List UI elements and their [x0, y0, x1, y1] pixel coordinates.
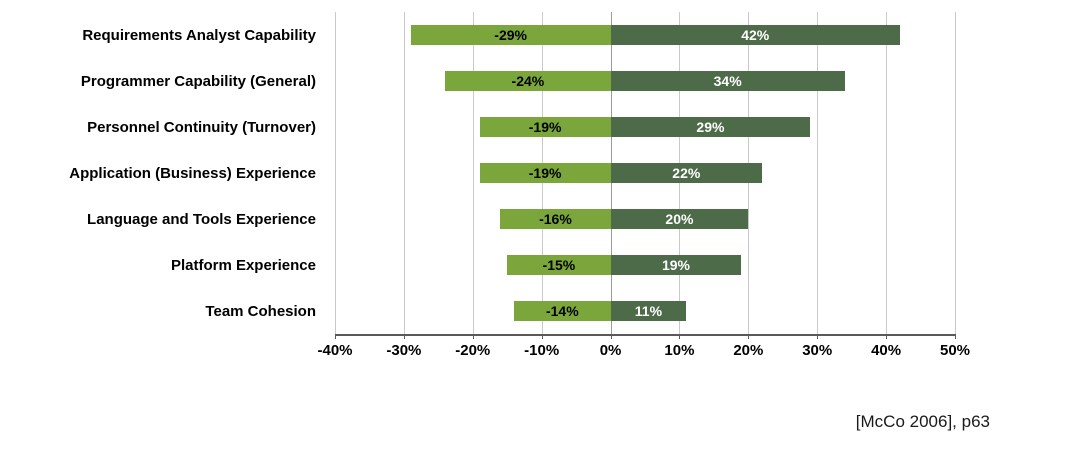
- x-axis-tick-label: 10%: [664, 342, 695, 359]
- chart-row: -24% 34%: [335, 58, 955, 104]
- bar-value-label: -29%: [494, 27, 527, 43]
- axis-tick-mark: [403, 334, 405, 339]
- category-labels: Requirements Analyst Capability Programme…: [0, 12, 324, 334]
- axis-tick-mark: [955, 334, 956, 339]
- bar-negative: -14%: [514, 301, 611, 321]
- chart-rows: -29% 42% -24% 34% -19% 29% -19% 22% -16% 20% -15% 1…: [335, 12, 955, 334]
- gridline: [335, 12, 336, 334]
- axis-tick-mark: [335, 334, 336, 339]
- category-label: Programmer Capability (General): [80, 72, 316, 90]
- bar-value-label: 20%: [665, 211, 694, 227]
- bar-value-label: -15%: [542, 257, 576, 273]
- x-axis-tick-label: 50%: [939, 342, 971, 359]
- axis-tick-mark: [610, 334, 612, 339]
- bar-positive: 20%: [610, 209, 749, 229]
- axis-tick-mark: [679, 334, 681, 339]
- bar-negative: -15%: [507, 255, 611, 275]
- bar-negative: -16%: [500, 209, 611, 229]
- bar-value-label: -24%: [511, 73, 545, 89]
- bar-positive: 42%: [610, 25, 900, 45]
- axis-tick-mark: [748, 334, 750, 339]
- category-label: Application (Business) Experience: [69, 164, 316, 182]
- bar-chart: Requirements Analyst Capability Programme…: [0, 12, 1000, 392]
- chart-row: -16% 20%: [335, 196, 955, 242]
- axis-tick-mark: [817, 334, 819, 339]
- bar-negative: -29%: [410, 25, 611, 45]
- x-axis-tick-label: 0%: [599, 342, 622, 359]
- chart-row: -14% 11%: [335, 288, 955, 334]
- bar-positive: 34%: [610, 71, 845, 91]
- bar-value-label: -16%: [539, 211, 572, 227]
- axis-tick-mark: [886, 334, 888, 339]
- x-axis-tick-label: -40%: [317, 342, 353, 359]
- x-axis-tick-label: 20%: [733, 342, 764, 359]
- bar-value-label: 11%: [634, 303, 663, 319]
- x-axis-tick-label: 40%: [871, 342, 902, 359]
- axis-tick-mark: [541, 334, 543, 339]
- chart-row: -19% 29%: [335, 104, 955, 150]
- x-axis-tick-label: -10%: [524, 342, 560, 359]
- bar-negative: -24%: [445, 71, 611, 91]
- gridline: [472, 12, 474, 334]
- category-label: Personnel Continuity (Turnover): [87, 118, 316, 136]
- category-label: Platform Experience: [170, 256, 316, 274]
- bar-value-label: 42%: [741, 27, 770, 43]
- bar-value-label: -19%: [528, 165, 562, 181]
- bar-negative: -19%: [479, 117, 611, 137]
- bar-positive: 11%: [610, 301, 687, 321]
- bar-value-label: -14%: [545, 303, 579, 319]
- gridline: [886, 12, 888, 334]
- chart-row: -15% 19%: [335, 242, 955, 288]
- bar-positive: 29%: [610, 117, 811, 137]
- x-axis-tick-label: -30%: [386, 342, 422, 359]
- gridline: [817, 12, 819, 334]
- bar-value-label: 34%: [713, 73, 742, 89]
- category-label: Team Cohesion: [205, 302, 316, 320]
- bar-value-label: 19%: [661, 257, 690, 273]
- bar-negative: -19%: [479, 163, 611, 183]
- citation: [McCo 2006], p63: [855, 412, 990, 431]
- gridline: [955, 12, 956, 334]
- bar-positive: 22%: [610, 163, 763, 183]
- chart-row: -29% 42%: [335, 12, 955, 58]
- category-label: Language and Tools Experience: [87, 210, 316, 228]
- bar-value-label: 22%: [672, 165, 701, 181]
- bar-value-label: -19%: [528, 119, 562, 135]
- axis-tick-mark: [472, 334, 474, 339]
- bar-positive: 19%: [610, 255, 742, 275]
- chart-row: -19% 22%: [335, 150, 955, 196]
- gridline: [403, 12, 405, 334]
- category-label: Requirements Analyst Capability: [82, 26, 316, 44]
- x-axis-tick-label: 30%: [802, 342, 833, 359]
- bar-value-label: 29%: [696, 119, 725, 135]
- plot-area: -29% 42% -24% 34% -19% 29% -19% 22% -16% 20% -15% 1…: [317, 12, 970, 359]
- x-axis-tick-label: -20%: [455, 342, 491, 359]
